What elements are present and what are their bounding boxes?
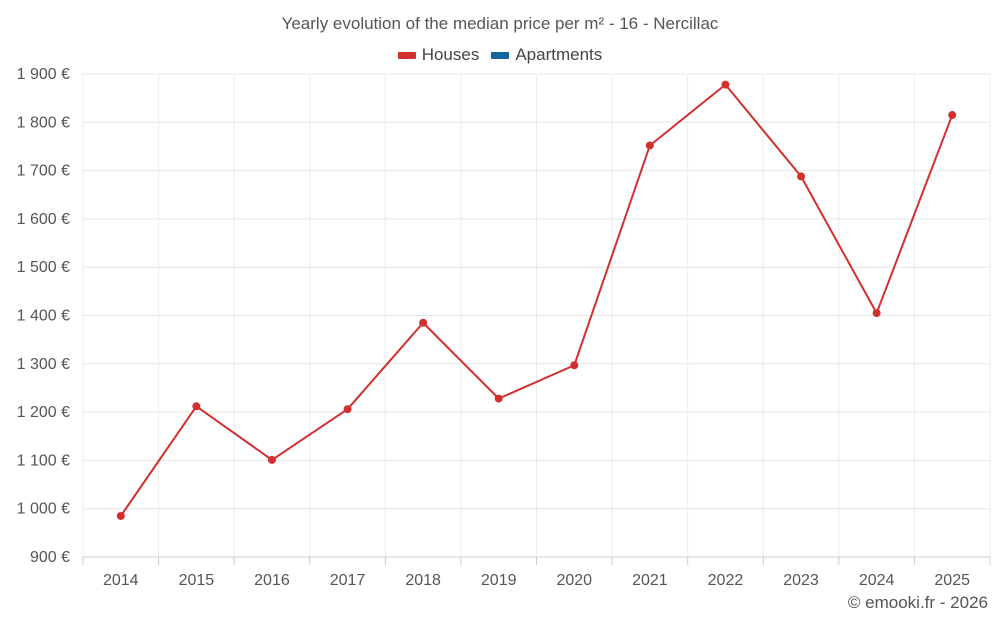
data-point <box>116 511 125 520</box>
data-point <box>797 172 806 181</box>
legend-item-houses[interactable]: Houses <box>397 45 480 65</box>
data-point <box>494 394 503 403</box>
x-tick-label: 2025 <box>934 572 970 589</box>
x-tick-label: 2018 <box>405 572 441 589</box>
y-tick-label: 1 300 € <box>17 356 70 373</box>
data-point <box>570 361 579 370</box>
x-tick-label: 2015 <box>179 572 215 589</box>
y-tick-label: 1 000 € <box>17 501 70 518</box>
legend: Houses Apartments <box>0 45 1000 65</box>
y-tick-label: 1 200 € <box>17 404 70 421</box>
y-tick-label: 900 € <box>30 549 70 566</box>
data-point <box>872 309 881 318</box>
legend-item-apartments[interactable]: Apartments <box>491 45 602 65</box>
x-tick-label: 2020 <box>556 572 592 589</box>
data-point <box>267 455 276 464</box>
x-tick-label: 2021 <box>632 572 668 589</box>
x-tick-label: 2024 <box>859 572 895 589</box>
y-tick-label: 1 500 € <box>17 259 70 276</box>
data-point <box>948 111 957 120</box>
x-tick-label: 2022 <box>708 572 744 589</box>
legend-swatch-houses <box>397 51 416 59</box>
chart-title: Yearly evolution of the median price per… <box>281 14 719 33</box>
data-point <box>721 80 730 89</box>
y-tick-label: 1 700 € <box>17 163 70 180</box>
x-tick-label: 2019 <box>481 572 517 589</box>
x-tick-label: 2023 <box>783 572 819 589</box>
legend-swatch-apartments <box>491 51 510 59</box>
data-point <box>192 402 201 411</box>
data-point <box>645 141 654 150</box>
series-line-houses <box>119 83 954 517</box>
x-tick-label: 2017 <box>330 572 366 589</box>
legend-label-apartments: Apartments <box>515 45 603 64</box>
y-tick-label: 1 800 € <box>17 114 70 131</box>
data-point <box>343 405 352 414</box>
data-point <box>419 318 428 327</box>
legend-label-houses: Houses <box>421 45 480 64</box>
y-tick-label: 1 400 € <box>17 308 70 325</box>
x-tick-label: 2016 <box>254 572 290 589</box>
y-tick-label: 1 900 € <box>17 66 70 83</box>
y-tick-label: 1 100 € <box>17 452 70 469</box>
x-tick-label: 2014 <box>103 572 139 589</box>
y-tick-label: 1 600 € <box>17 211 70 228</box>
credit-text: © emooki.fr - 2026 <box>847 593 988 612</box>
